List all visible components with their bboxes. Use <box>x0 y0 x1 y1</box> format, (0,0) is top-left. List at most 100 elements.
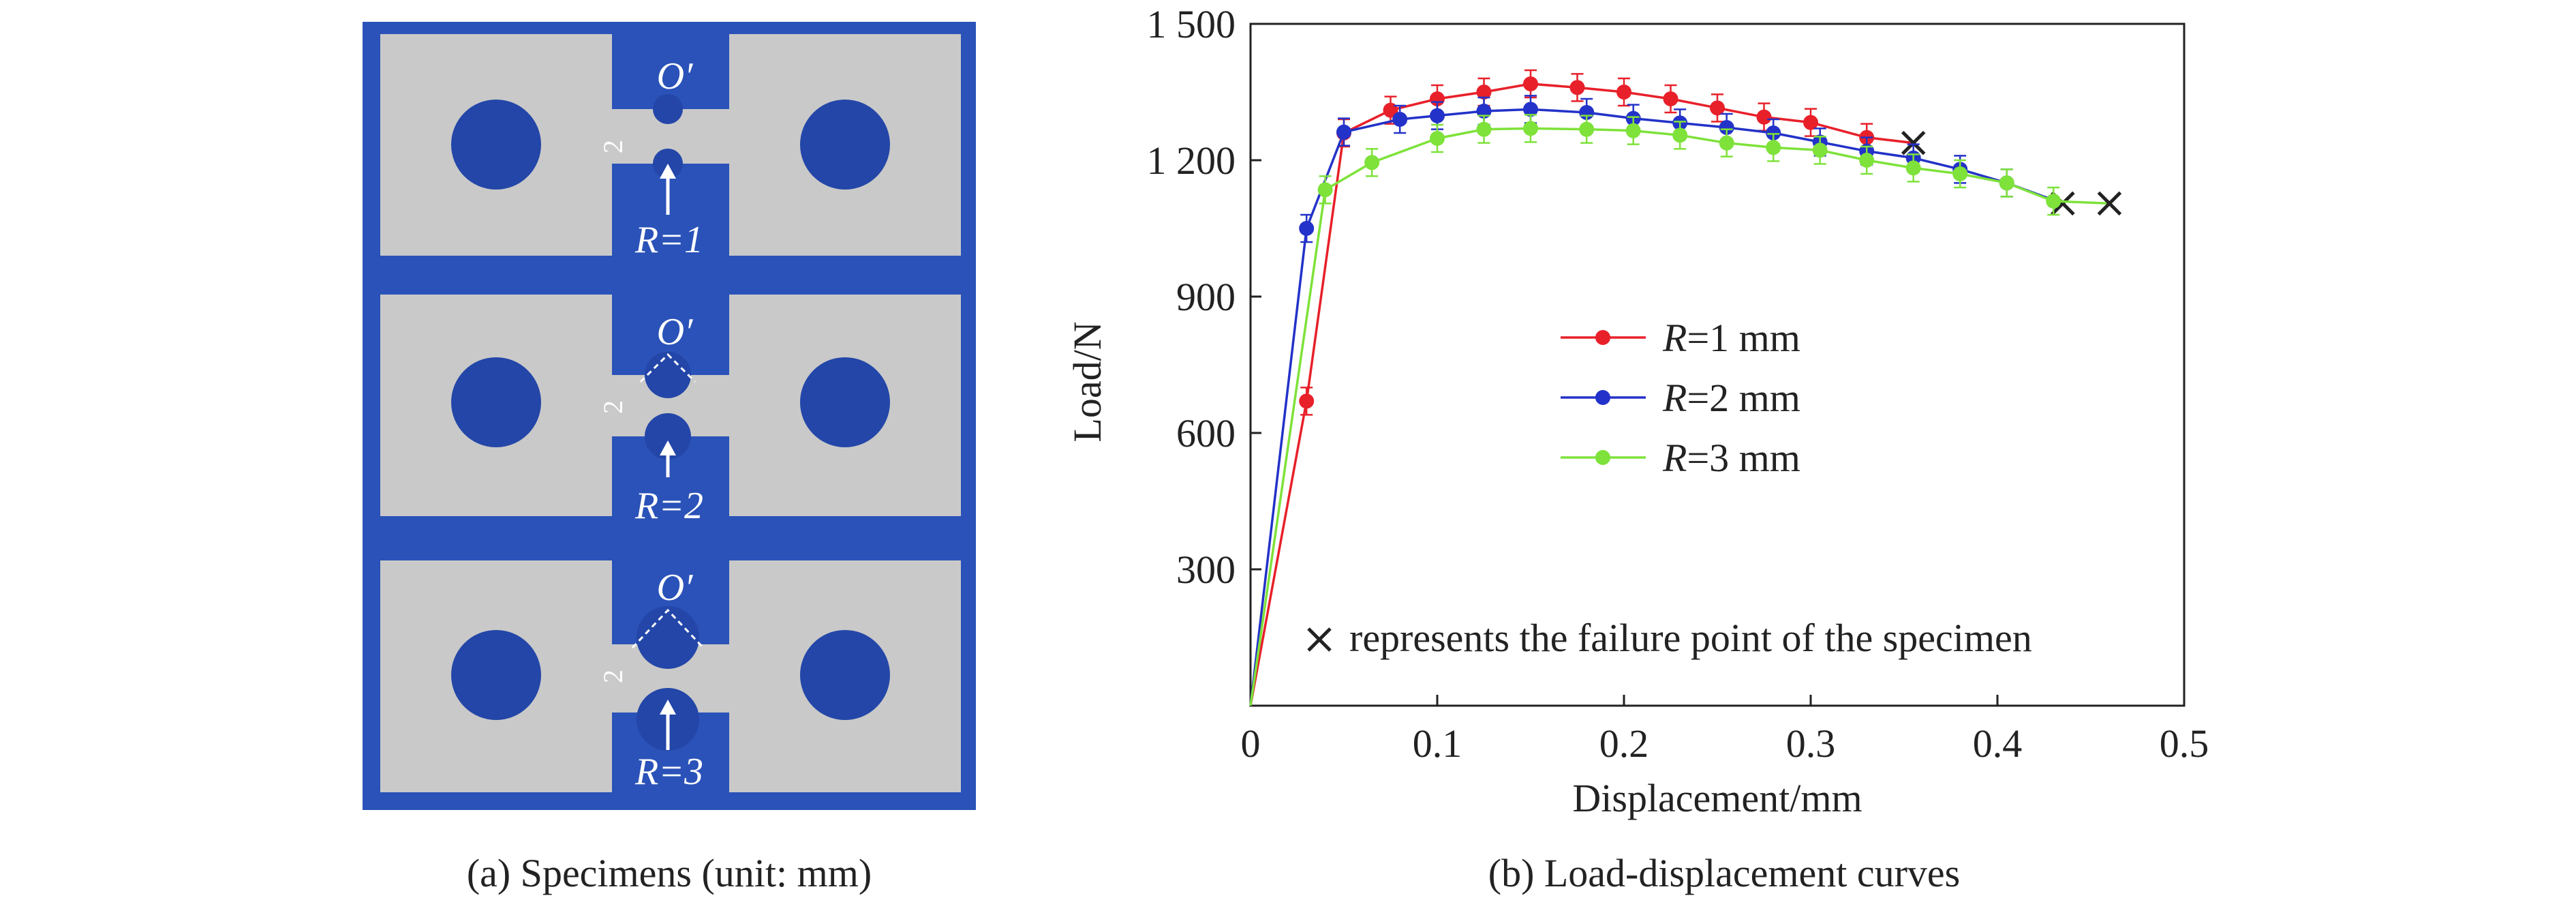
data-point <box>1336 124 1351 140</box>
series-3 <box>1249 114 2122 706</box>
y-tick-label: 1 200 <box>1147 138 1236 183</box>
data-point <box>2046 194 2061 209</box>
legend-item-3: R=3 mm <box>1561 436 1800 480</box>
data-point <box>1616 85 1631 100</box>
legend-label: R=1 mm <box>1662 316 1800 360</box>
data-point <box>1625 123 1641 138</box>
data-point <box>1476 121 1492 137</box>
data-point <box>1803 115 1818 130</box>
failure-note-text: represents the failure point of the spec… <box>1349 616 2032 660</box>
data-point <box>1430 131 1445 146</box>
notch-top <box>637 606 699 669</box>
legend-marker <box>1595 330 1610 345</box>
radius-arrow-head <box>660 164 676 179</box>
data-point <box>1719 120 1734 135</box>
radius-guide <box>639 352 696 383</box>
data-point <box>1476 85 1492 100</box>
plot-frame <box>1249 22 2186 707</box>
data-point <box>1766 140 1781 155</box>
y-axis-label: Load/N <box>1065 321 1109 442</box>
x-tick-label: 0 <box>1241 721 1261 766</box>
caption-b: (b) Load-displacement curves <box>1488 851 1961 895</box>
data-point <box>1905 160 1921 176</box>
data-point <box>1579 121 1595 137</box>
y-axis-ticks: 300 600 900 1 200 1 500 <box>1147 2 1261 592</box>
dimension-label: 2 <box>598 140 628 153</box>
failure-point-marker <box>1901 130 1926 155</box>
data-point <box>1569 80 1585 95</box>
series-1 <box>1249 69 1926 706</box>
x-tick-label: 0.1 <box>1413 721 1462 766</box>
specimen-3: O′ 2 R=3 <box>380 560 961 793</box>
caption-a: (a) Specimens (unit: mm) <box>467 851 872 895</box>
data-point <box>1392 112 1408 127</box>
failure-x-icon <box>1307 627 1332 652</box>
failure-point-marker <box>2097 191 2122 216</box>
radius-label: R=2 <box>634 485 703 527</box>
center-label: O′ <box>657 567 693 609</box>
specimen-photo: O′ 2 R=1 O′ 2 R=2 <box>363 22 976 810</box>
legend-label: R=2 mm <box>1662 376 1800 420</box>
data-point <box>1523 121 1538 136</box>
legend-item-1: R=1 mm <box>1561 316 1800 360</box>
center-label: O′ <box>657 311 693 353</box>
x-tick-label: 0.5 <box>2160 721 2209 766</box>
notch-bottom <box>645 413 691 460</box>
y-tick-label: 1 500 <box>1147 2 1236 46</box>
data-point <box>1812 142 1828 158</box>
grip-hole-right <box>800 357 890 447</box>
y-tick-label: 600 <box>1176 411 1236 455</box>
data-point <box>1299 393 1315 409</box>
data-point <box>1719 135 1734 151</box>
load-displacement-chart: 0 0.1 0.2 0.3 0.4 0.5 300 600 900 1 200 1 500 R=1… <box>1065 2 2209 820</box>
series-layer <box>1249 69 2122 706</box>
x-axis-ticks: 0 0.1 0.2 0.3 0.4 0.5 <box>1241 695 2209 766</box>
data-point <box>1756 109 1772 125</box>
radius-label: R=1 <box>634 219 703 261</box>
data-point <box>1710 100 1725 116</box>
series-line <box>1249 127 2110 706</box>
data-point <box>1859 153 1875 168</box>
y-tick-label: 900 <box>1176 275 1236 319</box>
notch-top <box>653 94 683 124</box>
radius-arrow-head <box>660 440 676 455</box>
series-2 <box>1249 95 2075 706</box>
legend-marker <box>1595 390 1610 405</box>
failure-note: represents the failure point of the spec… <box>1307 616 2032 660</box>
dimension-label: 2 <box>598 670 628 683</box>
dimension-label: 2 <box>598 400 628 414</box>
data-point <box>1663 91 1678 106</box>
data-point <box>1999 175 2014 191</box>
y-tick-label: 300 <box>1176 548 1236 592</box>
data-point <box>1364 155 1380 170</box>
legend-item-2: R=2 mm <box>1561 376 1800 420</box>
x-tick-label: 0.3 <box>1786 721 1836 766</box>
data-point <box>1317 182 1333 198</box>
notch-top <box>645 352 691 398</box>
grip-hole-left <box>451 630 541 720</box>
grip-hole-right <box>800 630 890 720</box>
legend-label: R=3 mm <box>1662 436 1800 480</box>
radius-label: R=3 <box>634 751 703 793</box>
data-point <box>1766 125 1781 140</box>
data-point <box>1430 108 1445 123</box>
data-point <box>1523 102 1538 117</box>
data-point <box>1952 166 1968 181</box>
specimen-1: O′ 2 R=1 <box>380 34 961 261</box>
grip-hole-left <box>451 357 541 447</box>
radius-guide <box>631 608 705 649</box>
radius-arrow-head <box>660 700 676 715</box>
data-point <box>1299 221 1315 236</box>
x-tick-label: 0.4 <box>1973 721 2023 766</box>
grip-hole-right <box>800 100 890 190</box>
specimen-2: O′ 2 R=2 <box>380 295 961 527</box>
data-point <box>1523 76 1538 91</box>
center-label: O′ <box>657 55 693 97</box>
x-axis-label: Displacement/mm <box>1572 776 1862 820</box>
legend: R=1 mm R=2 mm R=3 mm <box>1561 316 1800 480</box>
x-tick-label: 0.2 <box>1599 721 1649 766</box>
series-line <box>1249 82 1914 706</box>
data-point <box>1672 127 1688 143</box>
legend-marker <box>1595 450 1610 465</box>
